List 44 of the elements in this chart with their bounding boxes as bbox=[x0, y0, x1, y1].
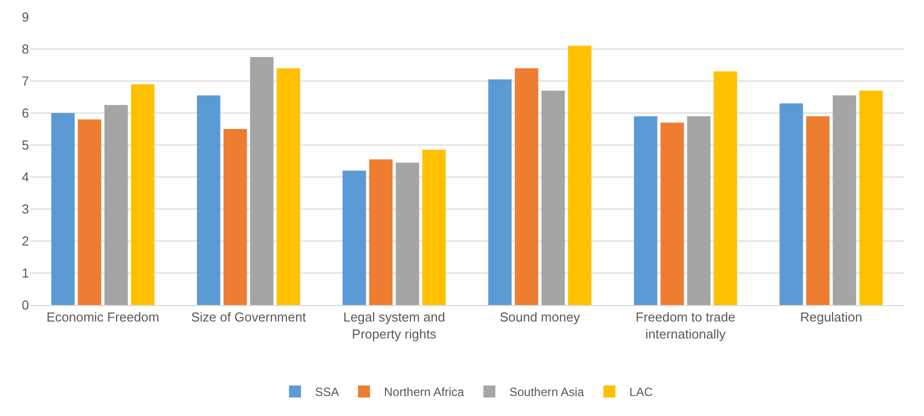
bar bbox=[196, 95, 220, 305]
bar bbox=[687, 116, 710, 305]
bar bbox=[541, 90, 565, 305]
bar bbox=[568, 46, 592, 305]
bar bbox=[51, 113, 75, 305]
x-tick-label: Size of Government bbox=[191, 310, 306, 325]
y-tick-label: 9 bbox=[22, 10, 29, 25]
bar bbox=[422, 150, 446, 305]
y-tick-label: 3 bbox=[22, 202, 29, 217]
x-tick-label: Legal system and Property rights bbox=[343, 310, 446, 342]
y-tick-label: 5 bbox=[22, 138, 29, 153]
y-tick-label: 7 bbox=[22, 74, 29, 89]
legend-label: LAC bbox=[629, 385, 654, 400]
bar bbox=[660, 122, 684, 305]
y-tick-label: 6 bbox=[22, 106, 29, 121]
bar bbox=[224, 129, 247, 305]
legend-label: Southern Asia bbox=[509, 385, 584, 400]
legend-label: Northern Africa bbox=[384, 385, 464, 400]
bar bbox=[514, 68, 538, 305]
y-tick-label: 1 bbox=[22, 266, 29, 281]
bar bbox=[104, 105, 128, 305]
bar bbox=[806, 116, 830, 305]
y-tick-label: 4 bbox=[22, 170, 29, 185]
bar bbox=[250, 57, 274, 305]
y-tick-label: 8 bbox=[22, 42, 29, 57]
x-tick-label: Regulation bbox=[800, 310, 862, 325]
bar bbox=[832, 95, 856, 305]
y-tick-label: 0 bbox=[22, 298, 29, 313]
bar bbox=[714, 71, 738, 305]
bar bbox=[634, 116, 658, 305]
bar bbox=[859, 90, 883, 305]
bar bbox=[780, 103, 803, 305]
legend-label: SSA bbox=[315, 385, 340, 400]
x-tick-label: Sound money bbox=[500, 310, 580, 325]
bar bbox=[131, 84, 154, 305]
bar bbox=[342, 170, 366, 305]
y-tick-label: 2 bbox=[22, 234, 29, 249]
bar bbox=[396, 162, 420, 305]
bar bbox=[78, 119, 102, 305]
x-tick-label: Economic Freedom bbox=[46, 310, 160, 325]
bar bbox=[276, 68, 300, 305]
bar bbox=[488, 79, 512, 305]
x-tick-label: Freedom to trade internationally bbox=[636, 310, 736, 342]
bar bbox=[369, 159, 393, 305]
